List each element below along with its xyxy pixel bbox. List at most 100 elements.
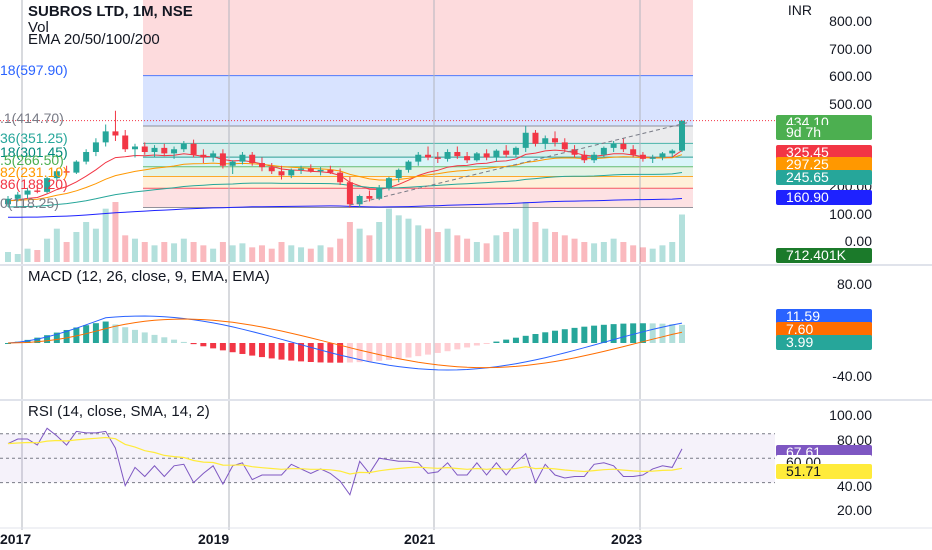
- candle-body: [298, 168, 305, 170]
- candle-body: [405, 161, 412, 170]
- price-axis-label: 800.00: [829, 13, 872, 29]
- candle-body: [532, 132, 539, 144]
- candle-body: [542, 138, 549, 144]
- macd-histogram-bar: [669, 324, 676, 343]
- candle-body: [239, 154, 246, 162]
- volume-bar: [102, 208, 109, 262]
- volume-bar: [63, 242, 70, 262]
- volume-bar: [337, 238, 344, 262]
- candle-body: [591, 154, 598, 161]
- macd-histogram-bar: [151, 334, 158, 343]
- price-tag: 325.45: [776, 145, 872, 160]
- chart-title: SUBROS LTD, 1M, NSE: [28, 3, 193, 20]
- macd-histogram-bar: [200, 343, 207, 347]
- volume-bar: [385, 208, 392, 262]
- volume-bar: [669, 242, 676, 262]
- volume-bar: [356, 228, 363, 262]
- volume-bar: [151, 245, 158, 262]
- macd-histogram-bar: [278, 343, 285, 360]
- fib-zone: [143, 75, 693, 126]
- macd-histogram-bar: [561, 329, 568, 343]
- fib-level-label: 18(301.45): [0, 144, 68, 160]
- volume-bar: [34, 250, 41, 262]
- volume-bar: [24, 248, 31, 262]
- candle-body: [434, 157, 441, 159]
- candle-body: [415, 154, 422, 162]
- candle-body: [356, 196, 363, 205]
- candle-body: [102, 131, 109, 143]
- macd-histogram-bar: [268, 343, 275, 359]
- fib-level-label: 82(231.10): [0, 164, 68, 180]
- price-tag: 245.65: [776, 170, 872, 185]
- candle-body: [454, 152, 461, 157]
- macd-histogram-bar: [493, 341, 500, 343]
- volume-bar: [434, 232, 441, 262]
- macd-histogram-bar: [503, 339, 510, 343]
- fib-level-label: 18(597.90): [0, 62, 68, 78]
- candle-body: [180, 143, 187, 150]
- candle-body: [24, 190, 31, 195]
- volume-bar: [278, 242, 285, 262]
- volume-legend: Vol: [28, 19, 49, 36]
- candle-body: [385, 178, 392, 188]
- candle-body: [649, 157, 656, 159]
- macd-histogram-bar: [434, 343, 441, 353]
- macd-histogram-bar: [679, 324, 685, 343]
- macd-histogram-bar: [24, 339, 31, 343]
- macd-histogram-bar: [73, 327, 80, 343]
- rsi-legend: RSI (14, close, SMA, 14, 2): [28, 403, 210, 420]
- volume-bar: [542, 228, 549, 262]
- macd-histogram-bar: [639, 323, 646, 343]
- x-axis-label: 2017: [0, 531, 32, 547]
- macd-histogram-bar: [454, 343, 461, 350]
- volume-bar: [327, 247, 334, 262]
- candle-body: [395, 169, 402, 179]
- candle-body: [639, 154, 646, 159]
- macd-histogram-bar: [415, 343, 422, 357]
- volume-bar: [180, 238, 187, 262]
- fib-level-label: 86(188.20): [0, 176, 68, 192]
- macd-tag: 7.60: [776, 322, 872, 337]
- price-axis-label: 0.00: [844, 233, 872, 249]
- macd-histogram-bar: [53, 332, 60, 343]
- candle-body: [473, 153, 480, 161]
- volume-bar: [473, 242, 480, 262]
- macd-histogram-bar: [346, 343, 353, 363]
- volume-bar: [307, 248, 314, 262]
- volume-bar: [571, 238, 578, 262]
- macd-line: [7, 315, 683, 371]
- ema-legend: EMA 20/50/100/200: [28, 31, 160, 48]
- macd-histogram-bar: [131, 329, 138, 343]
- fib-zone-top: [143, 0, 693, 76]
- rsi-axis-label: 20.00: [836, 502, 872, 518]
- fib-level-label: .1(414.70): [0, 110, 64, 126]
- candle-body: [512, 147, 519, 155]
- price-axis-label: 600.00: [829, 68, 872, 84]
- macd-legend: MACD (12, 26, close, 9, EMA, EMA): [28, 268, 270, 285]
- volume-bar: [200, 245, 207, 262]
- candle-body: [112, 131, 119, 136]
- macd-histogram-bar: [210, 343, 217, 349]
- candle-body: [73, 161, 80, 173]
- volume-bar: [249, 247, 256, 262]
- candle-body: [288, 169, 295, 176]
- macd-histogram-bar: [464, 343, 471, 348]
- volume-bar: [171, 243, 178, 262]
- volume-bar: [14, 254, 21, 262]
- macd-histogram-bar: [44, 335, 51, 343]
- volume-bar: [630, 245, 637, 262]
- candle-body: [307, 168, 314, 172]
- volume-bar: [161, 242, 168, 262]
- volume-bar: [552, 232, 559, 262]
- candle-body: [151, 147, 158, 152]
- rsi-line: [7, 427, 683, 496]
- macd-histogram-bar: [317, 343, 324, 363]
- macd-histogram-bar: [630, 323, 637, 343]
- candle-body: [278, 171, 285, 176]
- rsi-tag: 51.71: [776, 464, 872, 479]
- volume-bar: [268, 248, 275, 262]
- candle-body: [464, 156, 471, 161]
- candle-body: [200, 154, 207, 158]
- macd-histogram-bar: [649, 323, 656, 343]
